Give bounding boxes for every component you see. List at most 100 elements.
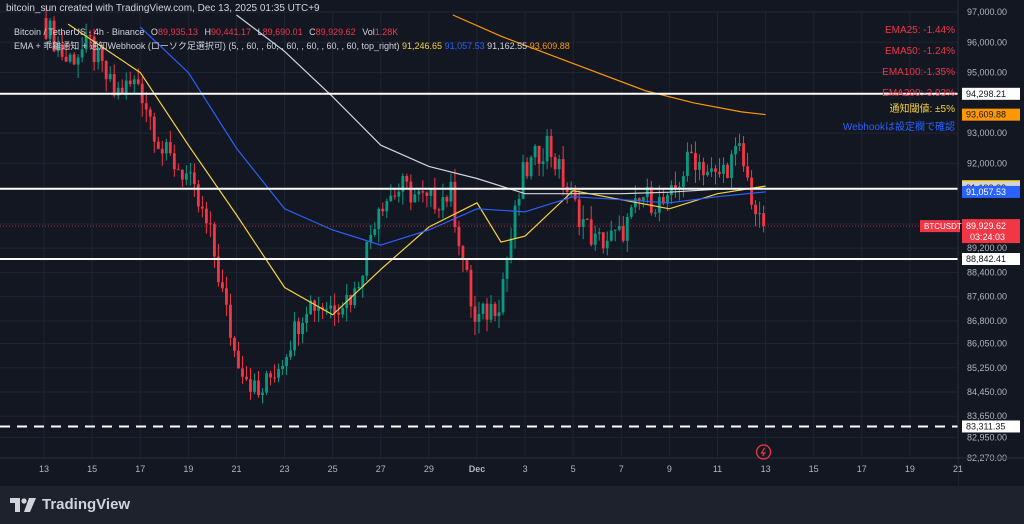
level-label: 94,298.21 (966, 89, 1006, 99)
close-value: 89,929.62 (315, 27, 356, 37)
candle-body (397, 191, 401, 197)
candle-body (196, 184, 200, 207)
candle-body (84, 34, 88, 50)
candle-body (613, 229, 617, 231)
tradingview-logo[interactable]: TradingView (10, 496, 130, 513)
candle-body (557, 159, 561, 170)
candle-body (645, 187, 649, 198)
threshold-note: 通知閾値: ±5% (890, 102, 956, 115)
candle-body (56, 44, 60, 52)
y-tick-label: 86,800.00 (967, 316, 1007, 326)
x-tick-label: 5 (571, 464, 576, 474)
indicator-value-4: 93,609.88 (529, 41, 570, 51)
indicator-params: (5, , 60, , 60, , 60, , 60, , 60, , 60, … (228, 41, 400, 51)
candle-body (465, 258, 469, 270)
candle-body (176, 169, 180, 171)
candle-body (381, 208, 385, 212)
candle-body (301, 322, 305, 335)
candle-body (461, 246, 465, 259)
candle-body (60, 44, 64, 57)
candle-body (661, 197, 665, 204)
candle-body (441, 196, 445, 211)
candle-body (285, 357, 288, 367)
candle-body (289, 350, 292, 358)
candle-body (657, 197, 661, 213)
x-tick-label: 25 (328, 464, 338, 474)
ma-line-ema25 (67, 23, 766, 316)
candle-body (44, 18, 48, 39)
candle-body (425, 192, 429, 196)
alert-icon (755, 444, 772, 460)
candle-body (132, 79, 136, 85)
candle-body (734, 145, 737, 155)
x-tick-label: 21 (231, 464, 241, 474)
candle-body (221, 282, 224, 289)
candle-body (730, 154, 733, 178)
candle-body (585, 219, 589, 221)
candle-body (325, 308, 329, 310)
candle-body (469, 269, 473, 307)
candle-body (329, 305, 333, 309)
candle-body (485, 303, 489, 320)
candle-body (369, 234, 373, 242)
chart-caption: bitcoin_sun created with TradingView.com… (6, 3, 320, 14)
candle-body (249, 379, 252, 392)
candle-body (505, 259, 509, 279)
candle-body (164, 142, 168, 154)
candle-body (493, 303, 497, 317)
candle-body (698, 161, 701, 170)
high-value: 90,441.17 (211, 27, 252, 37)
candle-body (473, 306, 477, 322)
candle-body (409, 181, 413, 203)
symbol-legend[interactable]: Bitcoin / TetherUS · 4h · Binance O89,93… (14, 27, 398, 37)
indicator-legend[interactable]: EMA + 乖離通知 + 通知Webhook (ローソク足選択可) (5, , … (14, 39, 570, 52)
candle-body (641, 197, 645, 201)
candle-body (148, 109, 152, 117)
high-label: H (204, 27, 212, 37)
candle-body (625, 216, 629, 241)
ma-price-label: 91,057.53 (966, 187, 1006, 197)
last-price-label: 89,929.62 (966, 221, 1006, 231)
x-tick-label: 11 (713, 464, 722, 474)
candle-body (156, 141, 160, 149)
level-label: 88,842.41 (966, 254, 1006, 264)
candle-body (108, 74, 112, 80)
ma-line-ema100 (236, 14, 766, 195)
x-tick-label: 29 (424, 464, 434, 474)
candle-body (136, 79, 140, 84)
candle-body (750, 177, 753, 205)
x-tick-label: 7 (619, 464, 624, 474)
countdown-label: 03:24:03 (970, 232, 1005, 242)
candle-body (421, 191, 425, 193)
candle-body (313, 300, 317, 311)
candle-body (341, 308, 345, 315)
candle-body (353, 288, 357, 306)
candle-body (673, 184, 677, 189)
candle-body (389, 195, 393, 202)
alert-bolt-icon (760, 447, 766, 457)
y-tick-label: 97,000.00 (967, 7, 1007, 17)
candle-body (621, 226, 625, 241)
y-tick-label: 85,250.00 (967, 363, 1007, 373)
candle-body (682, 176, 685, 187)
x-tick-label: 9 (667, 464, 672, 474)
candle-body (373, 229, 377, 235)
candle-body (706, 171, 709, 176)
low-label: L (257, 27, 263, 37)
candle-body (100, 47, 104, 61)
candle-body (68, 54, 72, 62)
ema25-deviation: EMA25: -1.44% (885, 25, 955, 36)
candle-body (172, 153, 176, 170)
x-tick-label: Dec (469, 464, 486, 474)
candle-body (501, 278, 505, 313)
y-tick-label: 96,000.00 (967, 37, 1007, 47)
tradingview-logo-icon (10, 497, 36, 512)
candle-body (120, 87, 124, 95)
candle-body (213, 224, 216, 257)
candle-body (637, 198, 641, 201)
last-price-box (962, 219, 1020, 244)
candle-body (553, 157, 557, 170)
x-tick-label: 3 (523, 464, 528, 474)
price-chart[interactable]: 97,000.00 96,000.00 95,000.00 93,000.00 92,0… (0, 0, 1024, 486)
